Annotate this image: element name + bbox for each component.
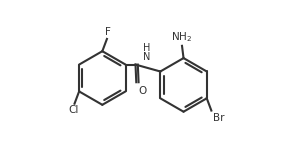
Text: O: O: [139, 86, 147, 96]
Text: Br: Br: [213, 113, 224, 123]
Text: H
N: H N: [143, 43, 150, 62]
Text: NH$_2$: NH$_2$: [171, 30, 193, 44]
Text: Cl: Cl: [69, 105, 79, 115]
Text: F: F: [105, 27, 111, 37]
